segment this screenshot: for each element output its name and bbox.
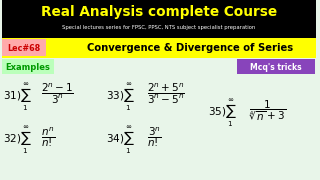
Text: 31)$\sum_{\mathsf{1}}^{\infty}$: 31)$\sum_{\mathsf{1}}^{\infty}$ [4,81,32,113]
FancyBboxPatch shape [237,59,315,74]
Text: 33)$\sum_{\mathsf{1}}^{\infty}$: 33)$\sum_{\mathsf{1}}^{\infty}$ [106,81,135,113]
Text: $\dfrac{3^n}{n!}$: $\dfrac{3^n}{n!}$ [147,125,162,149]
FancyBboxPatch shape [2,58,316,180]
Text: Real Analysis complete Course: Real Analysis complete Course [41,5,277,19]
Text: $\dfrac{1}{\sqrt[4]{n}+3}$: $\dfrac{1}{\sqrt[4]{n}+3}$ [249,98,286,122]
Text: 35)$\sum_{\mathsf{1}}^{\infty}$: 35)$\sum_{\mathsf{1}}^{\infty}$ [208,97,237,129]
Text: $\dfrac{n^n}{n!}$: $\dfrac{n^n}{n!}$ [41,125,56,149]
Text: Mcq's tricks: Mcq's tricks [250,62,302,71]
Text: Lec#68: Lec#68 [7,44,41,53]
Text: $\dfrac{2^n-1}{3^n}$: $\dfrac{2^n-1}{3^n}$ [41,82,74,106]
FancyBboxPatch shape [2,0,316,38]
Text: 34)$\sum_{\mathsf{1}}^{\infty}$: 34)$\sum_{\mathsf{1}}^{\infty}$ [106,124,135,156]
FancyBboxPatch shape [3,39,46,56]
FancyBboxPatch shape [2,38,316,58]
Text: Examples: Examples [6,62,51,71]
Text: Convergence & Divergence of Series: Convergence & Divergence of Series [87,43,293,53]
Text: 32)$\sum_{\mathsf{1}}^{\infty}$: 32)$\sum_{\mathsf{1}}^{\infty}$ [4,124,32,156]
Text: $\dfrac{2^n+5^n}{3^n-5^n}$: $\dfrac{2^n+5^n}{3^n-5^n}$ [147,82,185,106]
Text: Special lectures series for FPSC, PPSC, NTS subject specialist preparation: Special lectures series for FPSC, PPSC, … [62,24,255,30]
FancyBboxPatch shape [3,59,54,74]
